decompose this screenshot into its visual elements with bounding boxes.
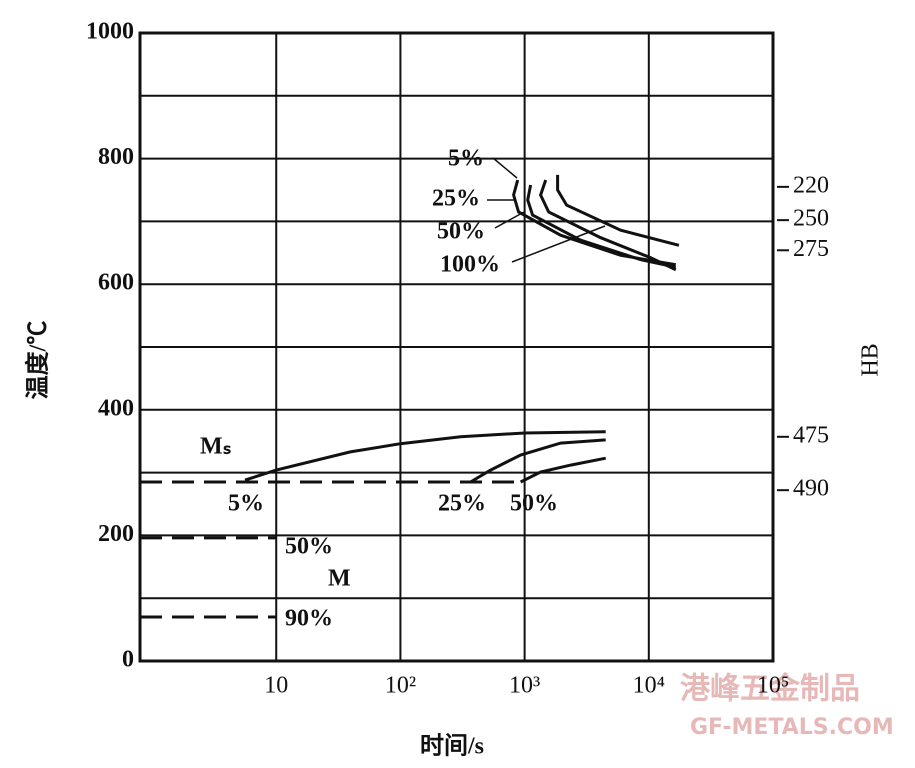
hb-label: 250 xyxy=(793,206,829,232)
series-label: 100% xyxy=(440,252,500,278)
leader-line xyxy=(511,225,606,263)
series-label: 25% xyxy=(438,491,486,517)
y-tick-label: 400 xyxy=(98,395,134,421)
leader-line xyxy=(492,157,518,179)
y-tick-label: 1000 xyxy=(86,19,134,45)
series-label: 90% xyxy=(285,606,333,632)
x-axis-label: 时间/s xyxy=(420,733,484,760)
x-tick-label: 10⁴ xyxy=(633,673,665,699)
y-tick-label: 600 xyxy=(98,270,134,296)
hb-label: 475 xyxy=(793,422,829,448)
series-label: 50% xyxy=(510,491,558,517)
curve xyxy=(244,430,606,482)
hb-label: 275 xyxy=(793,236,829,262)
y-tick-label: 800 xyxy=(98,144,134,170)
y2-axis-label: HB xyxy=(858,343,884,376)
hb-label: 490 xyxy=(793,476,829,502)
curve xyxy=(556,174,680,247)
series-label: 5% xyxy=(448,146,484,172)
series-label: 25% xyxy=(432,186,480,212)
y-tick-label: 200 xyxy=(98,521,134,547)
y-axis-label: 温度/℃ xyxy=(24,321,52,400)
series-label: 50% xyxy=(285,534,333,560)
x-tick-label: 10³ xyxy=(509,673,540,699)
x-tick-label: 10 xyxy=(264,673,288,699)
curve xyxy=(519,456,606,484)
curve xyxy=(469,438,606,484)
x-tick-label: 10⁵ xyxy=(757,673,789,699)
series-label: 5% xyxy=(228,491,264,517)
x-tick-label: 10² xyxy=(385,673,416,699)
leader-line xyxy=(494,211,525,229)
curve xyxy=(538,179,677,272)
annotation: M xyxy=(328,566,351,592)
curve xyxy=(526,184,677,269)
hb-label: 220 xyxy=(793,172,829,198)
series-label: 50% xyxy=(437,219,485,245)
watermark: 港峰五金制品 xyxy=(680,672,860,707)
series-label: Mₛ xyxy=(200,434,232,460)
y-tick-label: 0 xyxy=(122,647,134,673)
watermark: GF-METALS.COM xyxy=(690,715,894,740)
